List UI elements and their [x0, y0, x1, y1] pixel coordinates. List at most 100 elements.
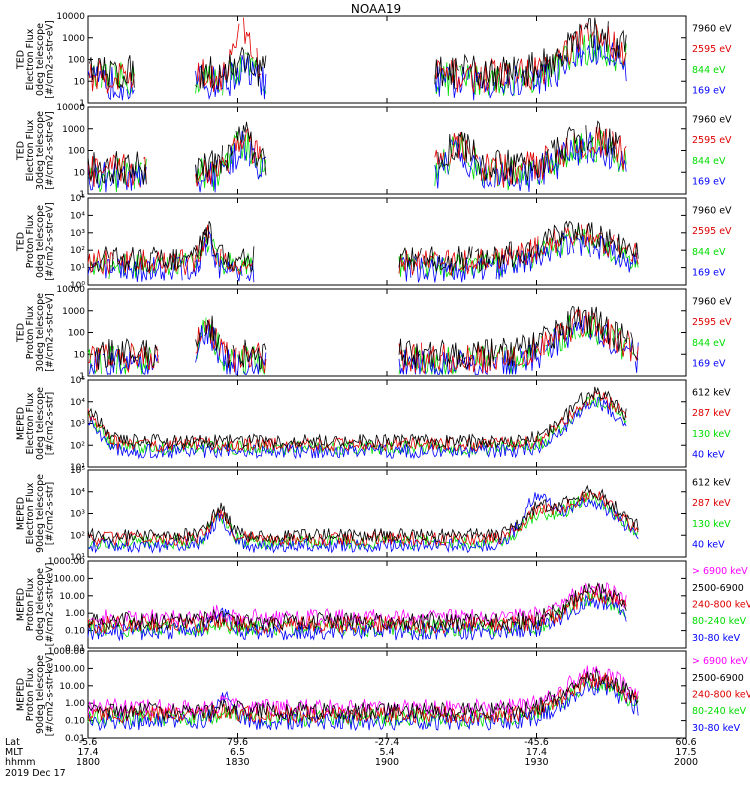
panel-frame	[87, 469, 687, 558]
y-tick-label: 10¹	[70, 264, 85, 274]
footer-value: 17.4	[526, 747, 547, 758]
y-tick-label: 10⁴	[70, 398, 85, 408]
footer-value: -5.6	[79, 737, 98, 748]
series-trace	[87, 668, 639, 721]
series-trace	[87, 489, 639, 547]
y-axis-label-line: Electron Flux	[25, 482, 36, 544]
y-axis-label-line: [#/cm2-s-str]	[44, 482, 55, 545]
y-tick-label: 10³	[70, 229, 85, 239]
legend-entry: 240-800 keV	[692, 690, 750, 701]
legend-entry: 40 keV	[692, 450, 725, 461]
series-trace	[87, 130, 627, 193]
series-trace	[87, 672, 639, 724]
series-trace	[87, 484, 639, 543]
series-trace	[90, 305, 639, 371]
y-axis-label-line: 30deg telescope	[35, 293, 46, 372]
legend-entry: 80-240 keV	[692, 706, 747, 717]
footer-value: 17.4	[77, 747, 98, 758]
legend-entry: 169 eV	[692, 268, 726, 279]
footer-value: 79.6	[227, 737, 248, 748]
legend-entry: 130 keV	[692, 429, 731, 440]
series-trace	[87, 224, 639, 277]
footer-value: 1930	[524, 757, 548, 768]
y-axis-label-line: [#/cm2-s-str]	[44, 392, 55, 455]
y-tick-label: 1.00	[65, 609, 85, 619]
y-tick-label: 10⁵	[70, 466, 85, 476]
y-tick-label: 100	[68, 329, 85, 339]
footer-row-label: MLT	[5, 747, 23, 758]
legend-entry: > 6900 keV	[692, 656, 748, 667]
y-tick-label: 10²	[70, 246, 85, 256]
series-trace	[87, 585, 627, 635]
series-trace	[87, 594, 627, 642]
y-axis-label-line: MEPED	[16, 497, 27, 530]
legend-entry: 2500-6900	[692, 673, 744, 684]
legend-entry: 169 eV	[692, 86, 726, 97]
y-tick-label: 10	[74, 168, 86, 178]
legend-entry: 80-240 keV	[692, 616, 747, 627]
y-tick-label: 10	[74, 350, 86, 360]
legend-entry: 7960 eV	[692, 296, 732, 307]
legend-entry: > 6900 keV	[692, 566, 748, 577]
y-tick-label: 10²	[70, 531, 85, 541]
y-axis-label-line: Proton Flux	[25, 305, 36, 359]
legend-entry: 2595 eV	[692, 226, 732, 237]
y-tick-label: 10.00	[59, 592, 85, 602]
y-tick-label: 10.00	[59, 682, 85, 692]
y-tick-label: 1000.00	[48, 647, 85, 657]
y-axis-label-line: MEPED	[16, 678, 27, 711]
legend-entry: 7960 eV	[692, 205, 732, 216]
y-axis-label-line: 90deg telescope	[35, 474, 46, 553]
y-tick-label: 100	[68, 147, 85, 157]
y-tick-label: 1000.00	[48, 557, 85, 567]
y-tick-label: 0.10	[65, 717, 85, 727]
legend-entry: 844 eV	[692, 156, 726, 167]
series-trace	[87, 397, 627, 460]
legend-entry: 287 keV	[692, 408, 731, 419]
legend-entry: 844 eV	[692, 247, 726, 258]
panel-meped-e-90: 10¹ 10² 10³ 10⁴ 10⁵ MEPEDElectron Flux90deg t…	[16, 466, 732, 563]
y-axis-label-line: Proton Flux	[25, 667, 36, 721]
y-tick-label: 1000	[62, 34, 85, 44]
series-trace	[87, 492, 639, 554]
y-axis-label-line: [#/cm2-s-str-eV]	[44, 293, 55, 372]
y-axis-label-line: Proton Flux	[25, 577, 36, 631]
y-tick-label: 10	[74, 77, 86, 87]
y-tick-label: 10⁰	[70, 281, 85, 291]
y-axis-label-line: 0deg telescope	[35, 23, 46, 96]
y-axis-label: MEPEDElectron Flux90deg telescope[#/cm2-…	[16, 474, 56, 553]
y-tick-label: 0.01	[65, 644, 85, 654]
y-tick-label: 10⁴	[70, 488, 85, 498]
y-axis-label-line: 30deg telescope	[35, 111, 46, 190]
y-tick-label: 10000	[56, 285, 85, 295]
figure-title: NOAA19	[351, 2, 401, 16]
legend-entry: 2595 eV	[692, 135, 732, 146]
panel-frame	[87, 106, 687, 195]
panel-meped-p-90: 0.01 0.10 1.00 10.00 100.00 1000.00 MEPEDProto…	[16, 647, 750, 744]
series-trace	[87, 386, 627, 449]
footer-value: 5.4	[379, 747, 394, 758]
panel-ted-p-0: 10⁰ 10¹ 10² 10³ 10⁴ 10⁵ TEDProton Flux0deg tel…	[16, 194, 732, 291]
date-label: 2019 Dec 17	[5, 768, 66, 779]
legend-entry: 287 keV	[692, 498, 731, 509]
y-axis-label-line: [#/cm2-s-str-eV]	[44, 20, 55, 99]
y-tick-label: 10³	[70, 510, 85, 520]
y-tick-label: 100.00	[54, 574, 86, 584]
legend-entry: 169 eV	[692, 177, 726, 188]
series-trace	[87, 665, 639, 718]
series-trace	[90, 220, 639, 273]
y-tick-label: 100.00	[54, 664, 86, 674]
y-tick-label: 1.00	[65, 699, 85, 709]
footer-value: 6.5	[230, 747, 245, 758]
footer-value: 60.6	[675, 737, 696, 748]
y-tick-label: 1000	[62, 125, 85, 135]
y-tick-label: 10⁵	[70, 376, 85, 386]
series-trace	[87, 492, 639, 550]
footer-ephemeris: LatMLThhmm-5.617.4180079.66.51830-27.45.…	[5, 737, 698, 779]
legend-entry: 844 eV	[692, 65, 726, 76]
panel-frame	[87, 560, 687, 649]
y-tick-label: 10000	[56, 12, 85, 22]
y-tick-label: 100	[68, 56, 85, 66]
